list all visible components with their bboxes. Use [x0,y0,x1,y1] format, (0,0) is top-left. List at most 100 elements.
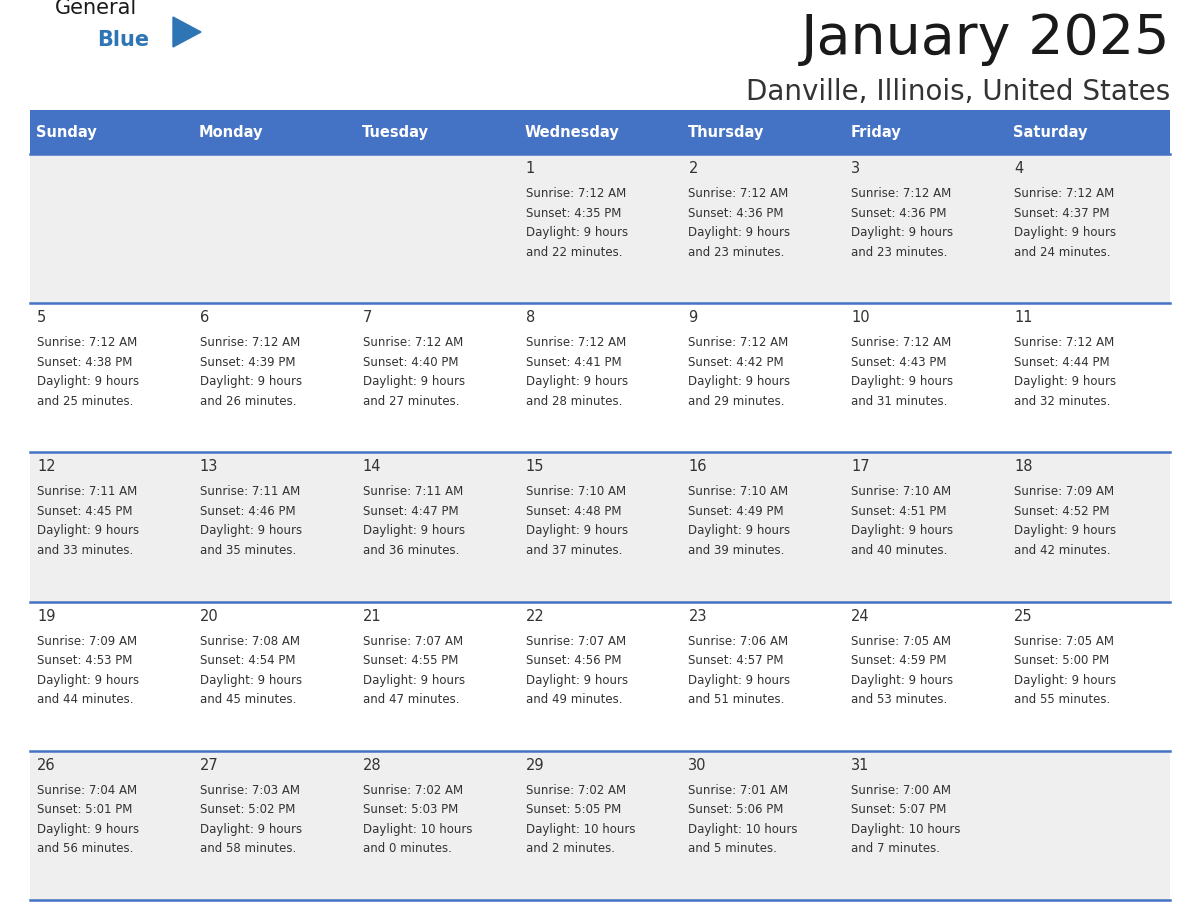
Bar [682,110,845,154]
Text: Sunset: 5:00 PM: Sunset: 5:00 PM [1015,655,1110,667]
Text: and 7 minutes.: and 7 minutes. [852,843,940,856]
Text: Daylight: 9 hours: Daylight: 9 hours [200,674,302,687]
Text: Sunset: 4:52 PM: Sunset: 4:52 PM [1015,505,1110,518]
Text: Sunrise: 7:12 AM: Sunrise: 7:12 AM [852,336,952,349]
Text: Sunset: 4:54 PM: Sunset: 4:54 PM [200,655,296,667]
Text: Sunset: 4:47 PM: Sunset: 4:47 PM [362,505,459,518]
Text: Sunrise: 7:12 AM: Sunrise: 7:12 AM [852,187,952,200]
Text: 12: 12 [37,459,56,475]
Text: Sunrise: 7:12 AM: Sunrise: 7:12 AM [688,187,789,200]
Bar [192,110,355,154]
Text: and 27 minutes.: and 27 minutes. [362,395,460,408]
Text: 21: 21 [362,609,381,623]
Text: 18: 18 [1015,459,1032,475]
Text: 7: 7 [362,310,372,325]
Text: and 0 minutes.: and 0 minutes. [362,843,451,856]
Bar [30,453,1170,601]
Text: Sunrise: 7:06 AM: Sunrise: 7:06 AM [688,634,789,647]
Text: Daylight: 10 hours: Daylight: 10 hours [525,823,636,835]
Text: 27: 27 [200,757,219,773]
Text: Daylight: 9 hours: Daylight: 9 hours [1015,226,1117,239]
Text: and 55 minutes.: and 55 minutes. [1015,693,1111,706]
Text: and 26 minutes.: and 26 minutes. [200,395,296,408]
Text: Sunset: 4:56 PM: Sunset: 4:56 PM [525,655,621,667]
Text: Sunrise: 7:03 AM: Sunrise: 7:03 AM [200,784,299,797]
Text: Sunset: 5:05 PM: Sunset: 5:05 PM [525,803,621,816]
Text: Daylight: 9 hours: Daylight: 9 hours [37,674,139,687]
Text: Sunset: 5:03 PM: Sunset: 5:03 PM [362,803,457,816]
Text: Daylight: 9 hours: Daylight: 9 hours [852,375,954,388]
Text: Sunrise: 7:12 AM: Sunrise: 7:12 AM [1015,187,1114,200]
Text: Sunrise: 7:10 AM: Sunrise: 7:10 AM [688,486,789,498]
Text: 14: 14 [362,459,381,475]
Text: and 5 minutes.: and 5 minutes. [688,843,777,856]
Text: Sunrise: 7:11 AM: Sunrise: 7:11 AM [37,486,138,498]
Text: 1: 1 [525,161,535,176]
Text: 20: 20 [200,609,219,623]
Text: and 49 minutes.: and 49 minutes. [525,693,623,706]
Text: Daylight: 10 hours: Daylight: 10 hours [362,823,472,835]
Text: Sunset: 4:48 PM: Sunset: 4:48 PM [525,505,621,518]
Text: 4: 4 [1015,161,1023,176]
Text: General: General [55,0,138,18]
Text: Daylight: 9 hours: Daylight: 9 hours [525,524,627,537]
Text: 15: 15 [525,459,544,475]
Text: and 29 minutes.: and 29 minutes. [688,395,785,408]
Text: Sunset: 4:53 PM: Sunset: 4:53 PM [37,655,132,667]
Text: Monday: Monday [198,125,264,140]
Text: 11: 11 [1015,310,1032,325]
Bar [1007,110,1170,154]
Text: and 28 minutes.: and 28 minutes. [525,395,623,408]
Text: January 2025: January 2025 [801,12,1170,66]
Text: 23: 23 [688,609,707,623]
Text: Daylight: 9 hours: Daylight: 9 hours [688,524,790,537]
Text: Sunrise: 7:10 AM: Sunrise: 7:10 AM [525,486,626,498]
Text: Sunrise: 7:12 AM: Sunrise: 7:12 AM [37,336,138,349]
Text: Daylight: 9 hours: Daylight: 9 hours [200,375,302,388]
Bar [30,751,1170,900]
Text: 10: 10 [852,310,870,325]
Text: Sunrise: 7:08 AM: Sunrise: 7:08 AM [200,634,299,647]
Text: and 23 minutes.: and 23 minutes. [688,245,785,259]
Text: 31: 31 [852,757,870,773]
Text: Sunrise: 7:01 AM: Sunrise: 7:01 AM [688,784,789,797]
Text: 8: 8 [525,310,535,325]
Text: Sunrise: 7:02 AM: Sunrise: 7:02 AM [362,784,463,797]
Text: and 42 minutes.: and 42 minutes. [1015,543,1111,557]
Text: Sunset: 4:46 PM: Sunset: 4:46 PM [200,505,296,518]
Text: Daylight: 10 hours: Daylight: 10 hours [688,823,798,835]
Bar [519,110,682,154]
Text: Daylight: 9 hours: Daylight: 9 hours [362,524,465,537]
Text: 28: 28 [362,757,381,773]
Text: Thursday: Thursday [688,125,764,140]
Bar [355,110,519,154]
Text: Daylight: 9 hours: Daylight: 9 hours [688,375,790,388]
Text: Sunset: 4:37 PM: Sunset: 4:37 PM [1015,207,1110,219]
Text: Wednesday: Wednesday [525,125,619,140]
Text: 13: 13 [200,459,219,475]
Text: Daylight: 9 hours: Daylight: 9 hours [37,524,139,537]
Text: and 32 minutes.: and 32 minutes. [1015,395,1111,408]
Polygon shape [173,17,201,47]
Text: 25: 25 [1015,609,1032,623]
Text: Sunset: 5:06 PM: Sunset: 5:06 PM [688,803,784,816]
Text: Sunrise: 7:09 AM: Sunrise: 7:09 AM [37,634,137,647]
Text: 3: 3 [852,161,860,176]
Text: 16: 16 [688,459,707,475]
Text: Sunset: 5:01 PM: Sunset: 5:01 PM [37,803,132,816]
Text: and 37 minutes.: and 37 minutes. [525,543,623,557]
Text: Sunset: 4:36 PM: Sunset: 4:36 PM [852,207,947,219]
Text: Sunrise: 7:05 AM: Sunrise: 7:05 AM [1015,634,1114,647]
Text: Daylight: 9 hours: Daylight: 9 hours [37,375,139,388]
Bar [845,110,1007,154]
Text: Friday: Friday [851,125,901,140]
Text: Sunrise: 7:09 AM: Sunrise: 7:09 AM [1015,486,1114,498]
Text: and 39 minutes.: and 39 minutes. [688,543,785,557]
Text: and 45 minutes.: and 45 minutes. [200,693,296,706]
Text: Daylight: 9 hours: Daylight: 9 hours [688,226,790,239]
Text: and 47 minutes.: and 47 minutes. [362,693,460,706]
Text: Saturday: Saturday [1013,125,1088,140]
Text: Daylight: 9 hours: Daylight: 9 hours [688,674,790,687]
Text: Daylight: 9 hours: Daylight: 9 hours [1015,674,1117,687]
Bar [30,110,192,154]
